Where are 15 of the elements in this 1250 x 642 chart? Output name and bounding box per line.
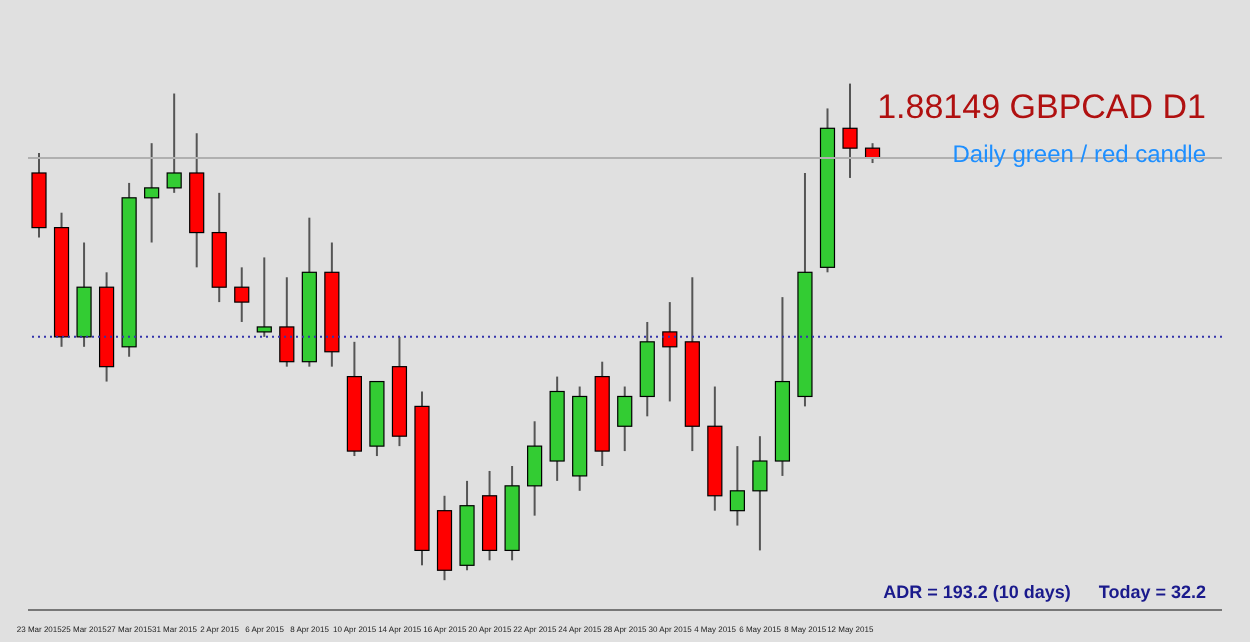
candlestick [256,256,272,338]
candlestick [729,445,745,527]
candlestick [662,301,678,403]
text: Today = 32.2 [1098,582,1206,602]
candlestick [842,82,858,179]
candlestick [527,420,543,517]
text: ADR = 193.2 (10 days) [883,582,1071,602]
text: Daily green / red candle [952,140,1206,168]
candlestick [279,276,295,368]
candlestick [144,142,160,244]
candlestick [234,266,250,323]
candlestick [617,385,633,453]
candlestick [166,92,182,194]
candlestick [752,435,768,552]
text: 1.88149 GBPCAD D1 [877,88,1206,128]
